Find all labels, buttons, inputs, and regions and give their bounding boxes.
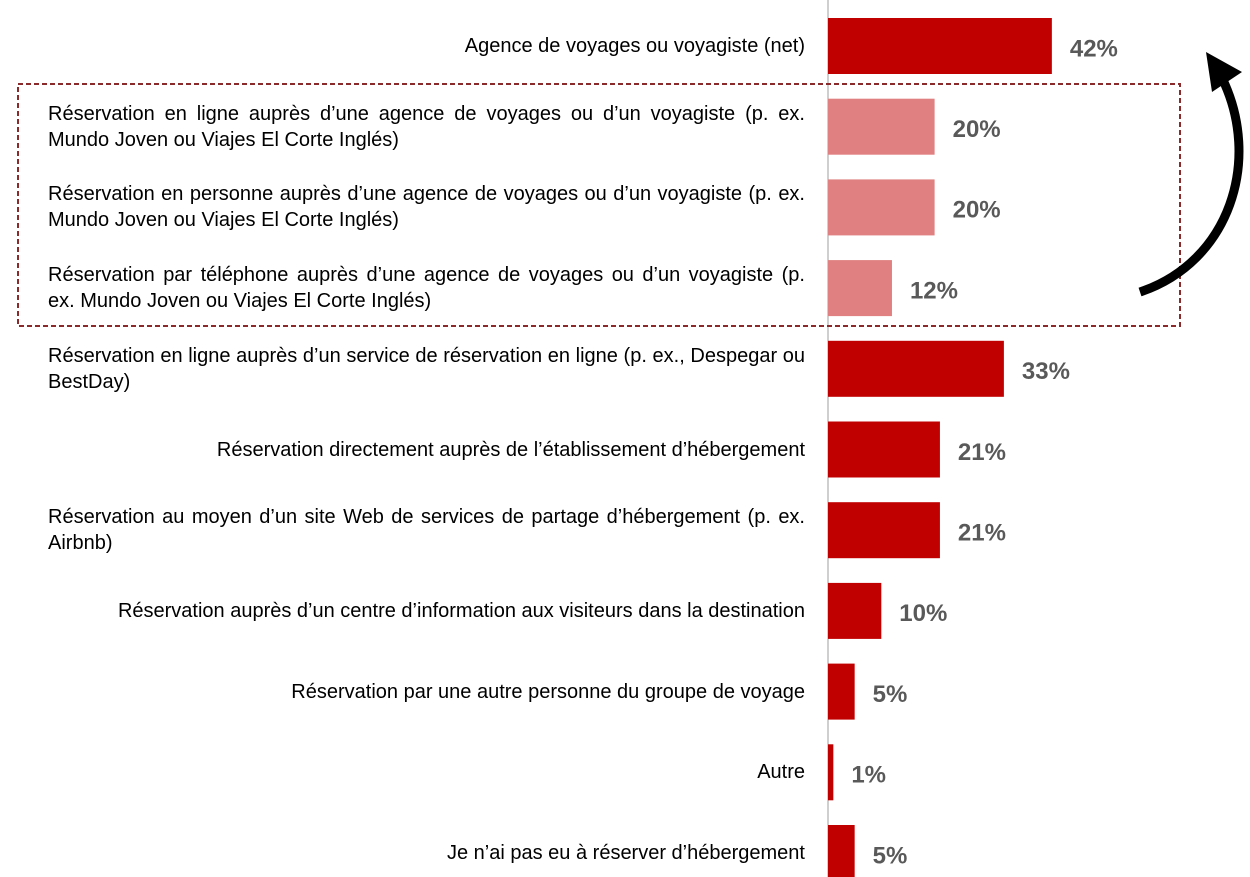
value-label: 21% bbox=[958, 520, 1006, 547]
category-label-box: Réservation en ligne auprès d’une agence… bbox=[48, 92, 805, 162]
value-label: 42% bbox=[1070, 35, 1118, 62]
bar bbox=[828, 340, 1004, 397]
category-label: Réservation en personne auprès d’une age… bbox=[48, 183, 805, 232]
bar bbox=[828, 260, 892, 317]
category-label-box: Autre bbox=[48, 737, 805, 807]
value-label: 5% bbox=[873, 681, 908, 708]
category-label-box: Agence de voyages ou voyagiste (net) bbox=[48, 11, 805, 81]
bar bbox=[828, 582, 882, 639]
category-label: Réservation par téléphone auprès d’une a… bbox=[48, 264, 805, 313]
group-box bbox=[17, 83, 1181, 327]
arrow bbox=[1138, 76, 1244, 297]
bar bbox=[828, 825, 855, 877]
bar bbox=[828, 663, 855, 720]
category-label-box: Réservation par téléphone auprès d’une a… bbox=[48, 253, 805, 323]
category-label: Réservation en ligne auprès d’une agence… bbox=[48, 102, 805, 151]
bar bbox=[828, 502, 940, 559]
value-label: 33% bbox=[1022, 358, 1070, 385]
category-label: Agence de voyages ou voyagiste (net) bbox=[464, 35, 805, 57]
value-label: 1% bbox=[851, 762, 886, 789]
category-label-box: Réservation par une autre personne du gr… bbox=[48, 657, 805, 727]
arrow-head bbox=[1206, 52, 1242, 92]
category-label: Réservation directement auprès de l’étab… bbox=[216, 438, 805, 461]
value-label: 10% bbox=[899, 600, 947, 627]
category-label: Je n’ai pas eu à réserver d’hébergement bbox=[447, 842, 805, 864]
value-label: 12% bbox=[910, 277, 958, 304]
category-label-box: Réservation en ligne auprès d’un service… bbox=[48, 334, 805, 404]
category-label-box: Réservation auprès d’un centre d’informa… bbox=[48, 576, 805, 646]
value-label: 21% bbox=[958, 439, 1006, 466]
value-label: 5% bbox=[873, 842, 908, 869]
bar bbox=[828, 179, 935, 236]
value-label: 20% bbox=[953, 197, 1001, 224]
category-label: Autre bbox=[757, 761, 805, 784]
category-label: Réservation auprès d’un centre d’informa… bbox=[117, 599, 805, 622]
bar bbox=[828, 744, 834, 801]
category-label-box: Réservation directement auprès de l’étab… bbox=[48, 415, 805, 485]
bar bbox=[828, 18, 1052, 74]
bar bbox=[828, 98, 935, 155]
category-label-box: Je n’ai pas eu à réserver d’hébergement bbox=[48, 818, 805, 877]
value-label: 20% bbox=[953, 116, 1001, 143]
category-label-box: Réservation en personne auprès d’une age… bbox=[48, 172, 805, 242]
category-label-box: Réservation au moyen d’un site Web de se… bbox=[48, 495, 805, 565]
bar bbox=[828, 421, 940, 478]
category-label: Réservation en ligne auprès d’un service… bbox=[48, 344, 805, 393]
category-label: Réservation au moyen d’un site Web de se… bbox=[48, 506, 805, 555]
category-label: Réservation par une autre personne du gr… bbox=[291, 680, 805, 703]
